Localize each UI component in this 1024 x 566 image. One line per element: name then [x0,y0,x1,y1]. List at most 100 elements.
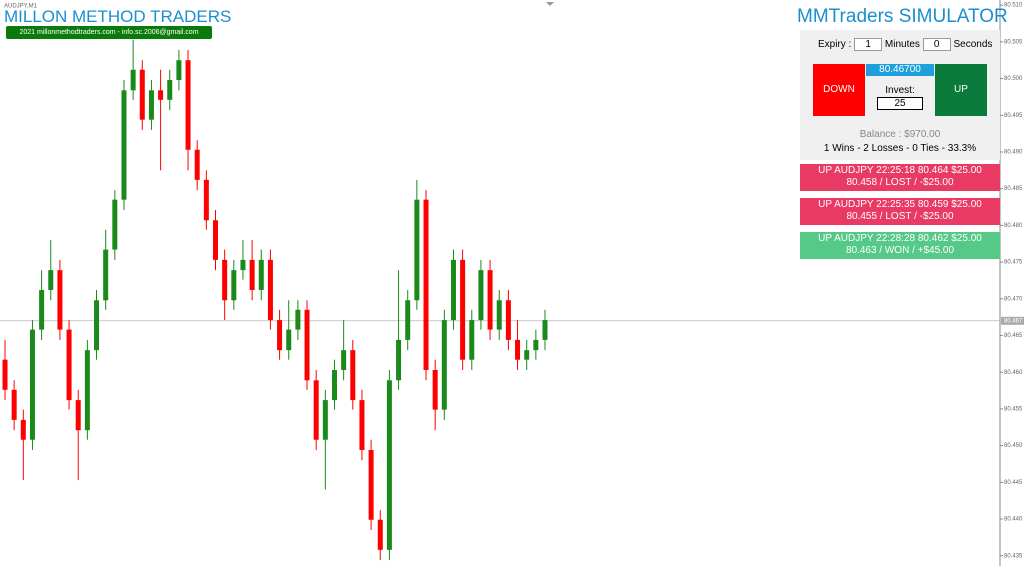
y-tick-label: 80.500 [1004,76,1023,82]
candle-body [20,419,26,440]
y-tick-label: 80.470 [1004,296,1023,302]
y-tick-label: 80.460 [1004,370,1023,376]
y-tick-label: 80.510 [1004,3,1023,9]
current-price-label: 80.467 [1004,318,1023,324]
candle-body [460,259,466,360]
candle-body [249,259,255,290]
candle-body [66,329,72,401]
candle-body [29,329,35,440]
panel-title: MMTraders SIMULATOR [797,6,1008,27]
label: Seconds [953,39,993,50]
symbol: AUDJPY,M1 [4,4,38,10]
candle-body [423,199,429,370]
candle-body [441,320,447,410]
y-tick-label: 80.475 [1004,260,1023,266]
trade: UP AUDJPY 22:28:28 80.462 $25.00 80.463 /… [800,232,1000,259]
candle-body [84,350,90,431]
seconds-input[interactable]: 0 [922,38,951,51]
trade-line: 80.458 / LOST / -$25.00 [846,177,954,188]
y-tick-label: 80.465 [1004,333,1023,339]
candle-body [322,400,328,440]
candle-body [524,350,530,360]
candle-body [57,270,63,330]
candle-body [505,300,511,340]
candle-body [112,199,118,250]
y-tick-label: 80.505 [1004,39,1023,45]
y-tick-label: 80.450 [1004,443,1023,449]
down-button[interactable]: DOWN [813,64,865,116]
candle-body [167,80,173,100]
candle-body [139,69,145,120]
candle-body [48,270,54,290]
minutes-input[interactable]: 1 [854,38,883,51]
candle-body [432,369,438,410]
candle-body [405,300,411,340]
trade-line: UP AUDJPY 22:28:28 80.462 $25.00 [818,233,982,244]
candle-body [258,259,264,290]
label: Minutes [884,39,920,50]
candle-body [341,350,347,370]
candle-body [203,179,209,221]
y-tick-label: 80.445 [1004,480,1023,486]
stats: 1 Wins - 2 Losses - 0 Ties - 33.3% [823,143,977,154]
candle-body [185,60,191,150]
label: Expiry : [818,39,852,50]
candle-body [286,329,292,351]
candle-body [377,519,383,550]
y-tick-label: 80.455 [1004,406,1023,412]
y-tick-label: 80.480 [1004,223,1023,229]
candle-body [469,320,475,360]
candle-body [359,400,365,451]
candle-body [350,350,356,401]
trade-line: UP AUDJPY 22:25:18 80.464 $25.00 [818,165,982,176]
candle-body [39,289,45,330]
candle-body [194,149,200,180]
invest-input[interactable]: 25 [877,97,923,110]
balance: Balance : $970.00 [859,129,941,140]
y-tick-label: 80.485 [1004,186,1023,192]
candle-body [515,339,521,360]
trade: UP AUDJPY 22:25:35 80.459 $25.00 80.455 /… [800,198,1000,225]
expiry-row: Expiry : 1 Minutes 0 Seconds [818,38,992,51]
candle-body [496,300,502,330]
candle-body [158,90,164,100]
y-tick-label: 80.490 [1004,150,1023,156]
candle-body [277,320,283,351]
candle-body [368,450,374,520]
candle-body [386,380,392,550]
candle-body [331,369,337,401]
trade-line: 80.455 / LOST / -$25.00 [846,211,954,222]
y-tick-label: 80.440 [1004,517,1023,523]
candle-body [304,309,310,381]
candle-body [240,259,246,271]
candle-body [487,270,493,330]
candle-body [450,259,456,321]
candle-body [2,359,8,390]
title: MILLON METHOD TRADERS [4,7,232,26]
candle-body [267,259,273,321]
candle-body [231,270,237,301]
y-tick-label: 80.495 [1004,113,1023,119]
candle-body [130,69,136,91]
trade: UP AUDJPY 22:25:18 80.464 $25.00 80.458 /… [800,164,1000,191]
contact: 2021 millonmethodtraders.com - info.sc.2… [6,26,212,39]
up-button[interactable]: UP [935,64,987,116]
panel: Expiry : 1 Minutes 0 Seconds DOWN 80.467… [800,30,1000,160]
trade-line: UP AUDJPY 22:25:35 80.459 $25.00 [818,199,982,210]
candle-body [176,60,182,81]
candle-body [75,400,81,431]
candle-body [313,380,319,440]
y-tick-label: 80.435 [1004,553,1023,559]
candle-body [103,249,109,301]
scroll-marker [546,2,554,6]
candle-body [542,320,548,340]
current-price-box [1001,316,1024,325]
trade-line: 80.463 / WON / +$45.00 [845,245,955,256]
candle-body [11,389,17,420]
price: 80.46700 [866,64,934,76]
invest-label: Invest: [885,85,915,96]
candle-body [121,90,127,200]
candle-body [222,259,228,301]
